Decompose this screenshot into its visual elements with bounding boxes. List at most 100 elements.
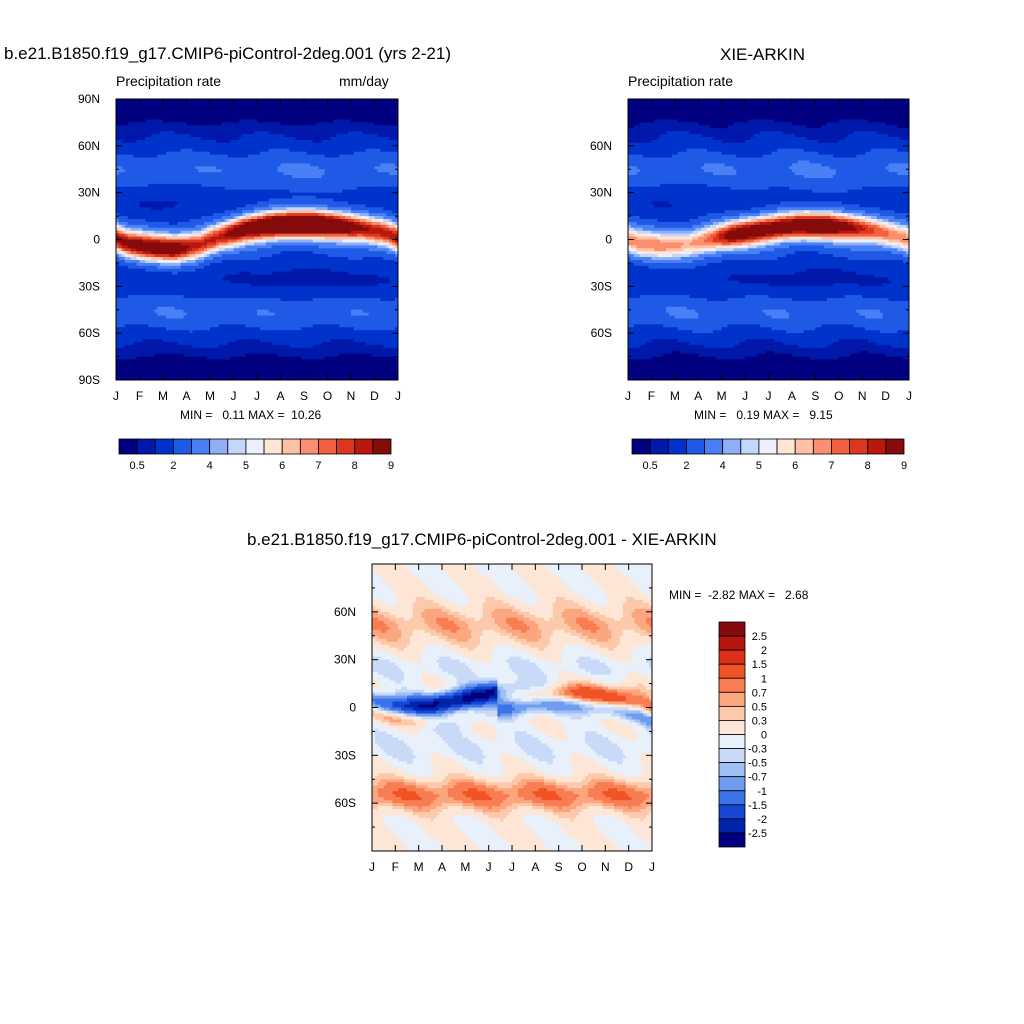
left-panel-contour-cell bbox=[201, 145, 205, 150]
left-panel-contour-cell bbox=[251, 195, 255, 200]
left-panel-contour-cell bbox=[116, 236, 120, 241]
left-panel-contour-cell bbox=[271, 210, 276, 214]
left-panel-contour-cell bbox=[362, 245, 367, 249]
left-panel-contour-cell bbox=[298, 122, 302, 126]
left-panel-contour-cell bbox=[265, 104, 270, 109]
left-panel-contour-cell bbox=[236, 142, 240, 147]
left-panel-contour-cell bbox=[365, 236, 370, 241]
left-panel-contour-cell bbox=[168, 113, 173, 118]
left-panel-contour-cell bbox=[377, 221, 381, 226]
left-panel-contour-cell bbox=[301, 151, 305, 156]
left-panel-contour-cell bbox=[395, 128, 398, 132]
left-panel-contour-cell bbox=[306, 227, 311, 232]
left-panel-contour-cell bbox=[380, 172, 384, 176]
left-panel-contour-cell bbox=[257, 110, 261, 115]
left-panel-contour-cell bbox=[359, 163, 364, 167]
left-panel-contour-cell bbox=[380, 128, 384, 132]
left-panel-contour-cell bbox=[254, 216, 258, 220]
left-panel-contour-cell bbox=[136, 207, 141, 211]
left-panel-contour-cell bbox=[377, 172, 381, 176]
left-panel-contour-cell bbox=[151, 166, 155, 170]
left-panel-contour-cell bbox=[304, 242, 308, 246]
left-panel-contour-cell bbox=[198, 219, 202, 223]
left-panel-contour-cell bbox=[345, 186, 349, 191]
left-panel-contour-cell bbox=[351, 125, 355, 129]
left-panel-contour-cell bbox=[333, 148, 337, 153]
left-panel-contour-cell bbox=[342, 125, 346, 129]
left-panel-contour-cell bbox=[242, 172, 246, 176]
left-panel-contour-cell bbox=[383, 221, 387, 226]
left-panel-contour-cell bbox=[274, 101, 279, 106]
left-panel-contour-cell bbox=[198, 145, 202, 150]
left-panel-contour-cell bbox=[251, 128, 255, 132]
left-panel-contour-cell bbox=[309, 104, 314, 109]
left-panel-contour-cell bbox=[201, 227, 205, 232]
left-panel-contour-cell bbox=[324, 230, 329, 235]
left-panel-contour-cell bbox=[239, 201, 243, 205]
left-panel-contour-cell bbox=[342, 227, 346, 232]
left-panel-contour-cell bbox=[342, 101, 346, 106]
left-panel-contour-cell bbox=[116, 248, 120, 252]
left-panel-contour-cell bbox=[236, 122, 240, 126]
left-panel-contour-cell bbox=[383, 107, 387, 112]
left-panel-contour-cell bbox=[116, 201, 120, 205]
left-panel-contour-cell bbox=[160, 142, 164, 147]
left-panel-contour-cell bbox=[312, 166, 317, 170]
left-panel-contour-cell bbox=[245, 198, 249, 203]
left-panel-contour-cell bbox=[301, 134, 305, 138]
left-panel-contour-cell bbox=[359, 134, 364, 138]
left-panel-contour-cell bbox=[271, 219, 276, 223]
left-panel-contour-cell bbox=[336, 163, 340, 167]
left-panel-contour-cell bbox=[389, 189, 393, 194]
left-panel-contour-cell bbox=[368, 107, 373, 112]
left-panel-contour-cell bbox=[233, 119, 238, 124]
left-panel-contour-cell bbox=[124, 192, 129, 197]
left-panel-contour-cell bbox=[274, 107, 279, 112]
left-panel-contour-cell bbox=[168, 210, 173, 214]
left-panel-contour-cell bbox=[118, 216, 123, 220]
left-panel-contour-cell bbox=[145, 201, 149, 205]
left-panel-contour-cell bbox=[116, 145, 120, 150]
left-panel-contour-cell bbox=[201, 242, 205, 246]
left-panel-contour-cell bbox=[277, 201, 282, 205]
left-panel-contour-cell bbox=[365, 104, 370, 109]
left-panel-contour-cell bbox=[318, 178, 323, 182]
left-panel-contour-cell bbox=[168, 163, 173, 167]
left-panel-contour-cell bbox=[151, 169, 155, 173]
left-panel-contour-cell bbox=[339, 148, 343, 153]
left-panel-contour-cell bbox=[183, 227, 188, 232]
left-panel-contour-cell bbox=[204, 166, 208, 170]
left-panel-contour-cell bbox=[145, 122, 149, 126]
left-panel-contour-cell bbox=[127, 189, 132, 194]
left-panel-contour-cell bbox=[189, 166, 193, 170]
left-panel-contour-cell bbox=[312, 154, 317, 159]
left-panel-contour-cell bbox=[351, 219, 355, 223]
left-panel-contour-cell bbox=[395, 101, 398, 106]
left-panel-contour-cell bbox=[306, 219, 311, 223]
left-panel-contour-cell bbox=[315, 131, 320, 135]
left-panel-contour-cell bbox=[215, 160, 220, 164]
left-panel-contour-cell bbox=[286, 227, 290, 232]
left-panel-contour-cell bbox=[377, 227, 381, 232]
left-panel-contour-cell bbox=[130, 183, 135, 188]
left-panel-contour-cell bbox=[392, 137, 396, 141]
left-panel-contour-cell bbox=[339, 139, 343, 144]
left-panel-contour-cell bbox=[145, 99, 149, 103]
left-panel-contour-cell bbox=[207, 128, 211, 132]
left-panel-contour-cell bbox=[389, 236, 393, 241]
left-panel-contour-cell bbox=[306, 104, 311, 109]
left-panel-contour-cell bbox=[145, 113, 149, 118]
left-panel-contour-cell bbox=[133, 198, 138, 203]
left-panel-contour-cell bbox=[277, 134, 282, 138]
left-panel-contour-cell bbox=[283, 148, 287, 153]
left-panel-contour-cell bbox=[277, 157, 282, 162]
left-panel-contour-cell bbox=[127, 139, 132, 144]
left-panel-contour-cell bbox=[306, 233, 311, 238]
left-panel-contour-cell bbox=[301, 210, 305, 214]
left-panel-contour-cell bbox=[395, 145, 398, 150]
left-panel-contour-cell bbox=[339, 198, 343, 203]
left-panel-contour-cell bbox=[180, 139, 185, 144]
left-panel-contour-cell bbox=[292, 230, 296, 235]
left-panel-contour-cell bbox=[292, 160, 296, 164]
left-panel-contour-cell bbox=[365, 119, 370, 124]
